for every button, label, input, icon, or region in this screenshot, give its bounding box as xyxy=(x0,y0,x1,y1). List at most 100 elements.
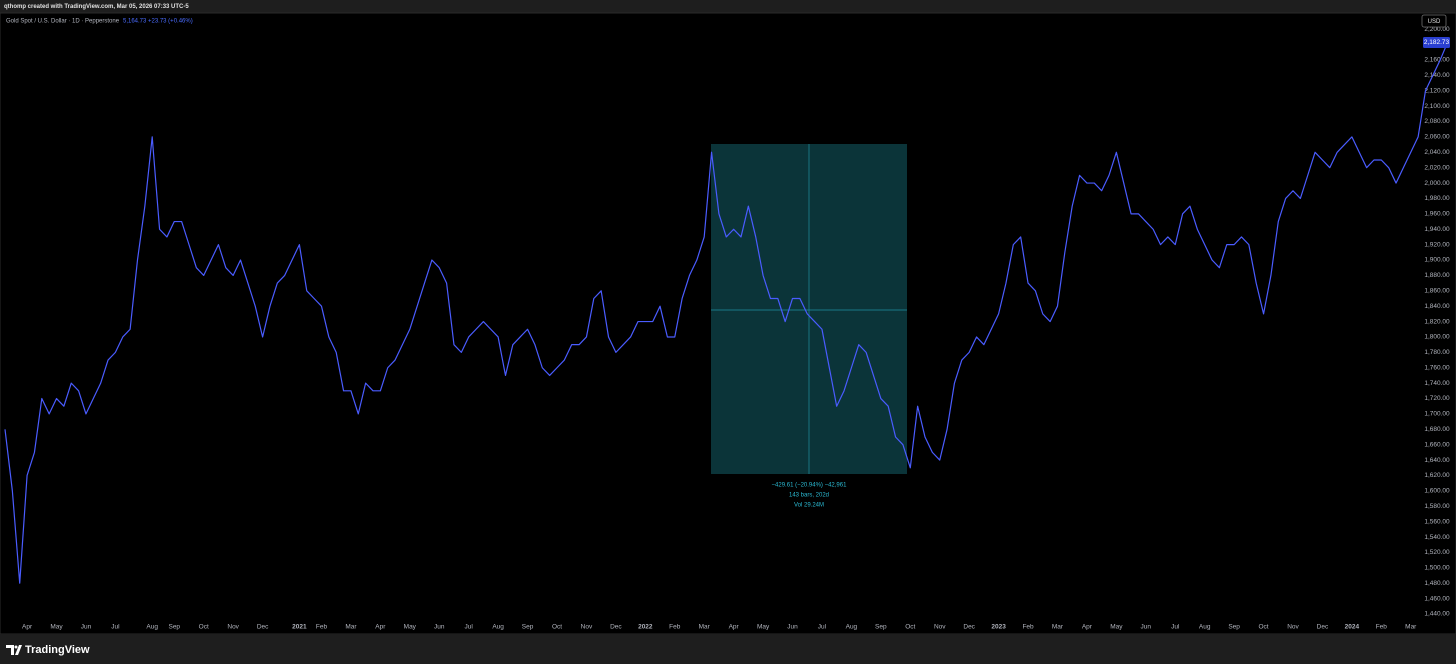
brand: TradingView xyxy=(25,644,90,656)
measure-text: −429.61 (−20.94%) −42,961 xyxy=(772,483,848,489)
x-tick-label: 2024 xyxy=(1345,624,1360,631)
legend-change: +23.73 (+0.46%) xyxy=(148,19,193,25)
x-tick-label: Oct xyxy=(552,624,562,631)
y-tick-label: 2,200.00 xyxy=(1424,26,1450,33)
x-tick-label: Oct xyxy=(905,624,915,631)
x-tick-label: Apr xyxy=(22,624,33,631)
y-tick-label: 1,540.00 xyxy=(1424,534,1450,541)
x-tick-label: Sep xyxy=(168,624,180,631)
y-tick-label: 2,160.00 xyxy=(1424,57,1450,64)
x-tick-label: Oct xyxy=(199,624,209,631)
x-tick-label: Nov xyxy=(581,624,593,631)
last-price-badge xyxy=(1423,36,1450,48)
x-tick-label: Feb xyxy=(316,624,328,631)
x-tick-label: Nov xyxy=(934,624,946,631)
header-bar xyxy=(0,0,1456,13)
y-tick-label: 1,780.00 xyxy=(1424,349,1450,356)
x-tick-label: Mar xyxy=(699,624,711,631)
x-tick-label: 2021 xyxy=(292,624,307,631)
y-tick-label: 1,440.00 xyxy=(1424,611,1450,618)
footer-bar xyxy=(0,634,1456,664)
y-tick-label: 1,800.00 xyxy=(1424,334,1450,341)
x-tick-label: Sep xyxy=(522,624,534,631)
y-tick-label: 1,840.00 xyxy=(1424,303,1450,310)
y-tick-label: 1,760.00 xyxy=(1424,364,1450,371)
last-price-label: 2,182.73 xyxy=(1424,39,1450,46)
y-tick-label: 1,680.00 xyxy=(1424,426,1450,433)
y-tick-label: 1,560.00 xyxy=(1424,518,1450,525)
y-tick-label: 1,820.00 xyxy=(1424,318,1450,325)
y-tick-label: 1,740.00 xyxy=(1424,380,1450,387)
y-tick-label: 1,600.00 xyxy=(1424,488,1450,495)
y-tick-label: 2,120.00 xyxy=(1424,87,1450,94)
x-tick-label: Jun xyxy=(434,624,445,631)
logo-dot xyxy=(14,645,18,649)
x-tick-label: Jun xyxy=(787,624,798,631)
x-tick-label: Jul xyxy=(818,624,827,631)
x-tick-label: Feb xyxy=(1022,624,1034,631)
y-tick-label: 2,040.00 xyxy=(1424,149,1450,156)
legend-name: Gold Spot / U.S. Dollar · 1D · Peppersto… xyxy=(6,19,120,25)
x-tick-label: Dec xyxy=(610,624,622,631)
x-tick-label: Apr xyxy=(375,624,386,631)
y-tick-label: 1,660.00 xyxy=(1424,441,1450,448)
measure-text: Vol 29.24M xyxy=(794,503,824,509)
x-tick-label: Apr xyxy=(729,624,740,631)
x-tick-label: Jun xyxy=(1141,624,1152,631)
x-tick-label: Sep xyxy=(875,624,887,631)
y-tick-label: 2,020.00 xyxy=(1424,164,1450,171)
x-tick-label: May xyxy=(404,624,417,631)
x-tick-label: May xyxy=(757,624,770,631)
measure-text: 143 bars, 202d xyxy=(789,493,829,499)
x-tick-label: Mar xyxy=(1052,624,1064,631)
x-tick-label: Apr xyxy=(1082,624,1093,631)
credit: qthomp created with TradingView.com, Mar… xyxy=(4,4,189,10)
legend-price: 5,164.73 xyxy=(123,19,147,25)
y-tick-label: 1,860.00 xyxy=(1424,288,1450,295)
currency-box[interactable] xyxy=(1421,14,1447,28)
x-tick-label: Aug xyxy=(1199,624,1211,631)
x-tick-label: 2022 xyxy=(638,624,653,631)
y-tick-label: 2,140.00 xyxy=(1424,72,1450,79)
y-tick-label: 1,500.00 xyxy=(1424,565,1450,572)
x-tick-label: Dec xyxy=(963,624,975,631)
y-tick-label: 1,640.00 xyxy=(1424,457,1450,464)
x-tick-label: May xyxy=(1110,624,1123,631)
x-tick-label: Jul xyxy=(111,624,120,631)
x-tick-label: May xyxy=(50,624,63,631)
x-tick-label: Jul xyxy=(1171,624,1180,631)
x-tick-label: Nov xyxy=(1287,624,1299,631)
x-tick-label: 2023 xyxy=(991,624,1006,631)
x-tick-label: Aug xyxy=(146,624,158,631)
y-tick-label: 1,580.00 xyxy=(1424,503,1450,510)
x-tick-label: Mar xyxy=(345,624,357,631)
y-tick-label: 1,980.00 xyxy=(1424,195,1450,202)
y-tick-label: 1,920.00 xyxy=(1424,241,1450,248)
x-tick-label: Nov xyxy=(227,624,239,631)
y-tick-label: 1,960.00 xyxy=(1424,211,1450,218)
y-tick-label: 1,700.00 xyxy=(1424,411,1450,418)
x-tick-label: Dec xyxy=(1317,624,1329,631)
x-tick-label: Feb xyxy=(669,624,681,631)
price-line xyxy=(4,42,1449,584)
x-tick-label: Aug xyxy=(846,624,858,631)
x-tick-label: Jul xyxy=(465,624,474,631)
logo-icon xyxy=(6,645,22,655)
y-tick-label: 1,940.00 xyxy=(1424,226,1450,233)
y-tick-label: 1,880.00 xyxy=(1424,272,1450,279)
y-tick-label: 2,060.00 xyxy=(1424,134,1450,141)
x-tick-label: Jun xyxy=(81,624,92,631)
y-tick-label: 1,900.00 xyxy=(1424,257,1450,264)
x-tick-label: Aug xyxy=(492,624,504,631)
currency[interactable]: USD xyxy=(1428,19,1441,25)
x-tick-label: Feb xyxy=(1376,624,1388,631)
y-tick-label: 1,480.00 xyxy=(1424,580,1450,587)
y-tick-label: 2,000.00 xyxy=(1424,180,1450,187)
y-tick-label: 1,720.00 xyxy=(1424,395,1450,402)
y-tick-label: 1,460.00 xyxy=(1424,595,1450,602)
y-tick-label: 2,100.00 xyxy=(1424,103,1450,110)
y-tick-label: 2,080.00 xyxy=(1424,118,1450,125)
y-tick-label: 1,620.00 xyxy=(1424,472,1450,479)
